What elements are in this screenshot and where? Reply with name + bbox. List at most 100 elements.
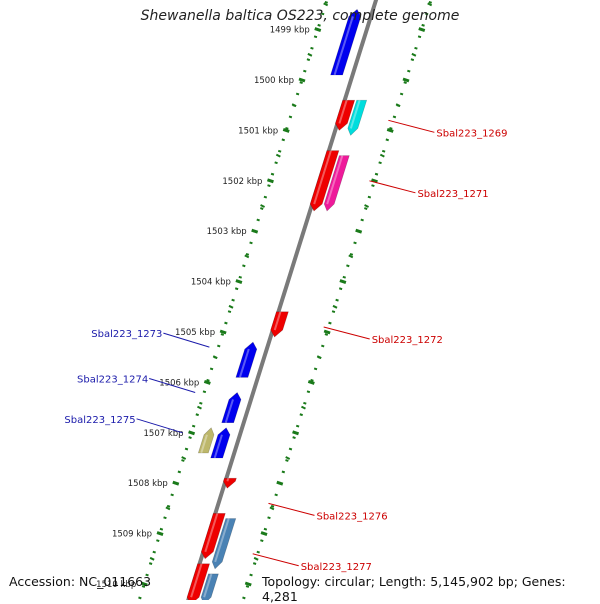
ruler-major-tick bbox=[266, 178, 274, 184]
ruler-minor-tick bbox=[269, 506, 275, 511]
gene-arrow[interactable] bbox=[270, 311, 289, 338]
ruler-major-tick bbox=[244, 581, 252, 587]
ruler-minor-tick bbox=[285, 456, 291, 460]
gene-arrow-highlight bbox=[273, 311, 282, 331]
ruler-ticks bbox=[140, 2, 433, 587]
ruler-major-tick bbox=[386, 127, 394, 133]
ruler-major-tick bbox=[219, 329, 227, 335]
gene-label[interactable]: Sbal223_1275 bbox=[64, 415, 135, 426]
accession-text: Accession: NC_011663 bbox=[9, 574, 152, 589]
ruler-label: 1506 kbp bbox=[159, 378, 199, 388]
gene-labels: Sbal223_1269 Sbal223_1271 Sbal223_1272 Sbal… bbox=[64, 119, 508, 573]
gene-arrow-highlight bbox=[226, 477, 230, 482]
ruler-minor-tick bbox=[197, 405, 202, 410]
gene-arrow[interactable] bbox=[223, 477, 237, 489]
gene-arrow-highlight bbox=[200, 434, 208, 454]
gene-arrow-highlight bbox=[349, 99, 361, 129]
ruler-minor-tick bbox=[212, 355, 218, 360]
gene-arrow[interactable] bbox=[221, 392, 242, 424]
gene-arrow[interactable] bbox=[323, 155, 350, 212]
ruler-minor-tick bbox=[411, 52, 417, 57]
gene-label[interactable]: Sbal223_1277 bbox=[301, 562, 372, 573]
gene-arrow-highlight bbox=[224, 399, 234, 424]
ruler-label: 1502 kbp bbox=[222, 177, 262, 187]
gene-arrow-highlight bbox=[333, 16, 354, 76]
ruler-dotted-right bbox=[240, 0, 433, 604]
gene-label-leader bbox=[323, 326, 370, 340]
gene-label[interactable]: Sbal223_1269 bbox=[436, 128, 507, 139]
genome-backbone bbox=[184, 0, 379, 604]
gene-label-leader bbox=[136, 418, 183, 434]
ruler-minor-tick bbox=[260, 204, 266, 208]
map-title: Shewanella baltica OS223, complete genom… bbox=[140, 8, 460, 24]
ruler-major-tick bbox=[418, 27, 426, 33]
ruler-label: 1505 kbp bbox=[175, 328, 215, 338]
gene-arrow[interactable] bbox=[211, 518, 237, 570]
ruler-major-tick bbox=[402, 77, 410, 83]
ruler-major-tick bbox=[156, 531, 164, 537]
gene-arrow-highlight bbox=[204, 513, 219, 553]
gene-label-leader bbox=[268, 502, 315, 516]
ruler-label: 1503 kbp bbox=[207, 227, 247, 237]
gene-arrow[interactable] bbox=[210, 427, 231, 459]
gene-arrow-highlight bbox=[190, 563, 203, 598]
ruler-minor-tick bbox=[307, 52, 313, 57]
ruler-minor-tick bbox=[291, 103, 297, 108]
gene-arrow[interactable] bbox=[235, 341, 258, 378]
gene-arrow[interactable] bbox=[335, 99, 356, 131]
ruler-major-tick bbox=[260, 531, 268, 537]
ruler-major-tick bbox=[370, 178, 378, 184]
gene-label[interactable]: Sbal223_1274 bbox=[77, 374, 148, 385]
ruler-minor-tick bbox=[364, 204, 370, 208]
gene-label-leader bbox=[149, 378, 196, 393]
gene-arrow-highlight bbox=[238, 348, 250, 378]
gene-label-leader bbox=[369, 180, 416, 194]
ruler-label: 1504 kbp bbox=[191, 278, 231, 288]
ruler-minor-tick bbox=[323, 2, 329, 7]
ruler-label: 1509 kbp bbox=[112, 530, 152, 540]
ruler-major-tick bbox=[339, 279, 347, 285]
ruler-label: 1499 kbp bbox=[270, 26, 310, 36]
ruler-minor-tick bbox=[348, 254, 354, 259]
ruler-major-tick bbox=[188, 430, 196, 436]
ruler-major-tick bbox=[251, 228, 259, 234]
gene-arrow[interactable] bbox=[309, 150, 340, 212]
gene-arrow[interactable] bbox=[200, 513, 226, 560]
ruler-minor-tick bbox=[301, 405, 306, 410]
ruler-dotted-left bbox=[136, 0, 329, 604]
ruler-major-tick bbox=[276, 480, 284, 486]
gene-label[interactable]: Sbal223_1272 bbox=[372, 335, 443, 346]
gene-arrow[interactable] bbox=[197, 427, 215, 454]
gene-features bbox=[186, 8, 368, 604]
gene-arrow-highlight bbox=[338, 99, 348, 124]
gene-arrow-highlight bbox=[313, 150, 332, 205]
ruler-major-tick bbox=[292, 430, 300, 436]
ruler-labels: 1499 kbp 1500 kbp 1501 kbp 1502 kbp 1503 kbp… bbox=[96, 26, 310, 590]
ruler-minor-tick bbox=[228, 304, 234, 309]
ruler-major-tick bbox=[203, 379, 211, 385]
ruler-minor-tick bbox=[149, 556, 155, 561]
gene-arrow-highlight bbox=[214, 518, 230, 563]
ruler-major-tick bbox=[140, 581, 148, 587]
ruler-minor-tick bbox=[316, 355, 322, 360]
gene-arrow-highlight bbox=[213, 434, 223, 459]
gene-label[interactable]: Sbal223_1276 bbox=[316, 511, 387, 522]
ruler-label: 1507 kbp bbox=[144, 429, 184, 439]
gene-label-leader bbox=[163, 332, 210, 348]
ruler-minor-tick bbox=[379, 153, 385, 158]
gene-arrow[interactable] bbox=[347, 99, 368, 136]
gene-arrow[interactable] bbox=[330, 8, 362, 76]
gene-label[interactable]: Sbal223_1271 bbox=[417, 189, 488, 200]
ruler-major-tick bbox=[314, 27, 322, 33]
ruler-major-tick bbox=[298, 77, 306, 83]
ruler-major-tick bbox=[355, 228, 363, 234]
gene-label-leader bbox=[388, 119, 435, 133]
ruler-major-tick bbox=[172, 480, 180, 486]
ruler-minor-tick bbox=[395, 103, 401, 108]
ruler-minor-tick bbox=[275, 153, 281, 158]
gene-arrow-highlight bbox=[326, 155, 344, 205]
gene-label[interactable]: Sbal223_1273 bbox=[91, 329, 162, 340]
ruler-label: 1501 kbp bbox=[238, 126, 278, 136]
